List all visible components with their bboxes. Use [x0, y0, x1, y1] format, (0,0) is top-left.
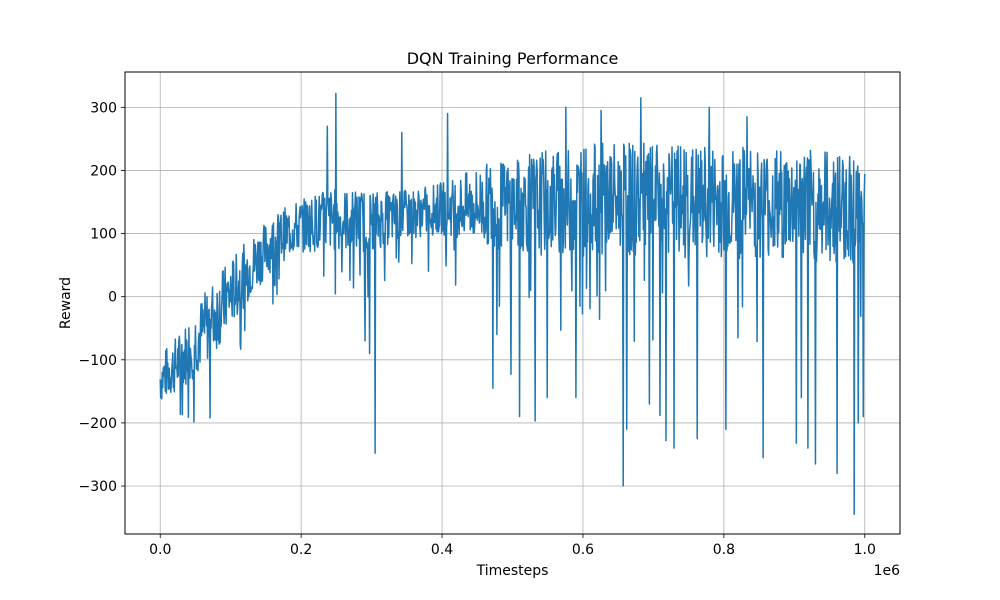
x-tick-label: 0.2 — [290, 542, 312, 558]
plot-frame — [124, 71, 901, 535]
series-layer — [159, 92, 866, 516]
y-ticks: −300 −200 −100 0 100 200 300 — [79, 100, 125, 495]
y-tick-label: −100 — [79, 353, 117, 369]
y-tick-label: 100 — [90, 227, 117, 243]
x-tick-label: 0.0 — [149, 542, 171, 558]
x-ticks: 0.0 0.2 0.4 0.6 0.8 1.0 — [149, 534, 876, 558]
y-tick-label: −300 — [79, 479, 117, 495]
x-tick-label: 0.8 — [713, 542, 735, 558]
x-tick-label: 1.0 — [854, 542, 876, 558]
x-axis-label: Timesteps — [476, 563, 549, 579]
x-tick-label: 0.6 — [572, 542, 594, 558]
x-tick-label: 0.4 — [431, 542, 453, 558]
chart-title: DQN Training Performance — [407, 49, 619, 68]
y-tick-label: 300 — [90, 100, 117, 116]
x-axis-offset-label: 1e6 — [874, 563, 901, 579]
y-tick-label: 200 — [90, 163, 117, 179]
y-tick-label: −200 — [79, 416, 117, 432]
reward-series-line — [159, 92, 866, 516]
y-tick-label: 0 — [108, 290, 117, 306]
y-axis-label: Reward — [58, 277, 74, 329]
